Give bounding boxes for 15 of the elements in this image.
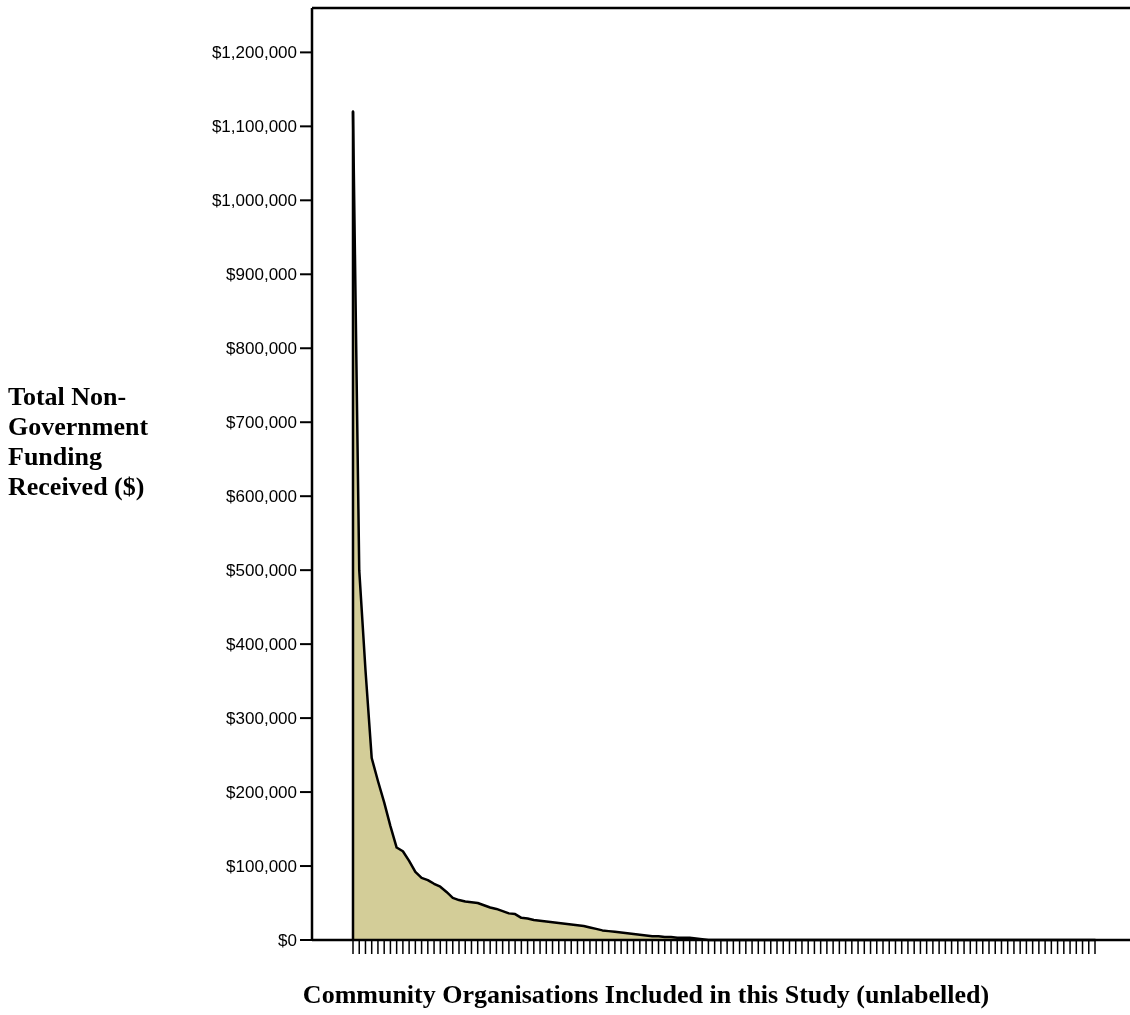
y-tick-label: $300,000 <box>226 709 297 729</box>
y-tick-label: $200,000 <box>226 783 297 803</box>
y-tick-label: $400,000 <box>226 635 297 655</box>
y-tick-label: $600,000 <box>226 487 297 507</box>
y-axis-title: Total Non-Government Funding Received ($) <box>8 382 149 501</box>
y-tick-label: $1,200,000 <box>211 43 297 63</box>
y-tick-label: $900,000 <box>226 265 297 285</box>
y-tick-label: $800,000 <box>226 339 297 359</box>
y-tick-label: $700,000 <box>226 413 297 433</box>
y-tick-label: $100,000 <box>226 856 297 876</box>
y-tick-label: $1,100,000 <box>211 117 297 137</box>
y-tick-label: $500,000 <box>226 561 297 581</box>
y-tick-label: $0 <box>278 930 297 950</box>
y-tick-label: $1,000,000 <box>211 191 297 211</box>
x-axis-title: Community Organisations Included in this Study (unlabelled) <box>302 980 990 1009</box>
